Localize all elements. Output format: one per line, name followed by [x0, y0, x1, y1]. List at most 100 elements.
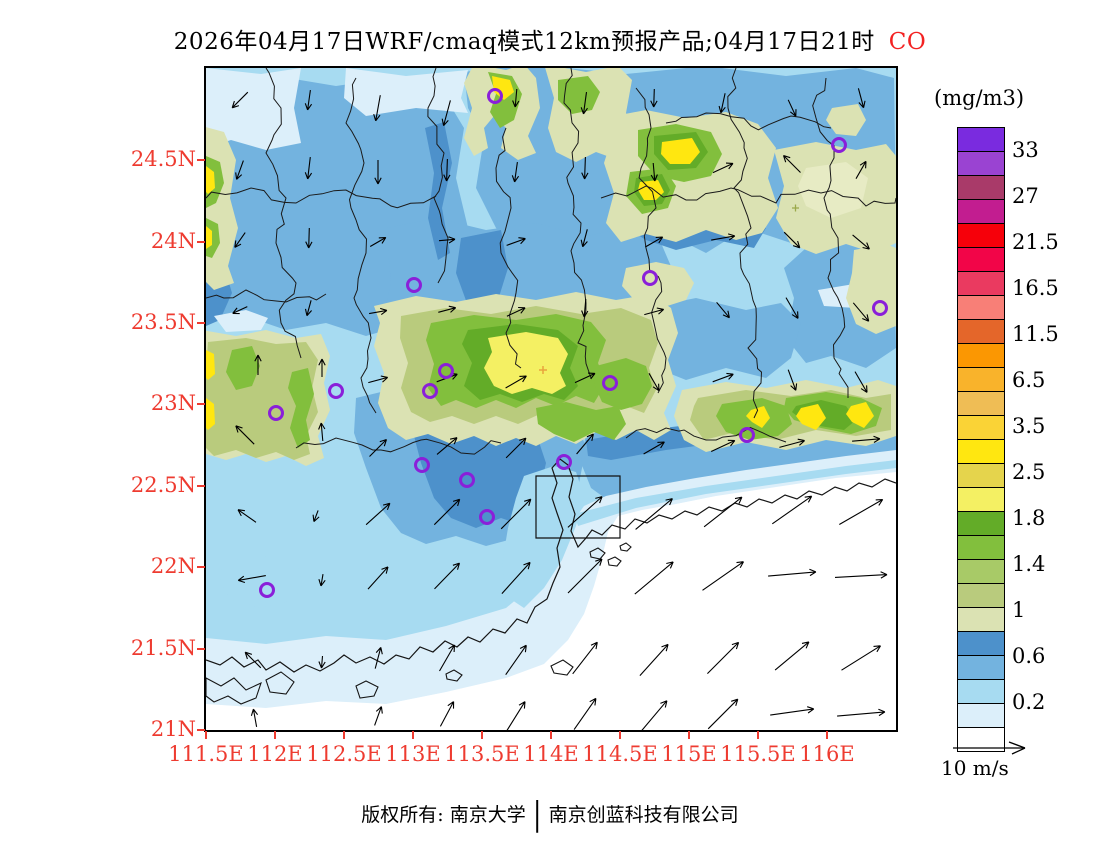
legend-value-27: 27	[1012, 184, 1039, 208]
wind-arrow-glyph	[433, 498, 461, 526]
wind-arrow-glyph	[434, 562, 461, 590]
station-marker	[328, 383, 344, 399]
legend-color-box	[958, 415, 1004, 439]
wind-arrow-glyph	[500, 498, 532, 530]
wind-arrow-glyph	[639, 643, 669, 676]
wind-arrow	[712, 162, 734, 174]
legend-color-box	[958, 367, 1004, 391]
green-core	[288, 368, 314, 448]
wind-arrow	[235, 425, 255, 445]
legend-color-box	[958, 679, 1004, 703]
wind-arrow-glyph	[318, 655, 326, 669]
wind-arrow	[505, 644, 527, 676]
wind-arrow	[318, 422, 326, 442]
wind-scale-arrow	[953, 741, 1026, 755]
lon-label-115E: 115E	[661, 742, 717, 766]
lon-label-116E: 116E	[799, 742, 855, 766]
legend-color-box	[958, 319, 1004, 343]
wind-arrow	[374, 647, 383, 669]
wind-arrow-glyph	[634, 561, 674, 595]
wind-arrow	[237, 509, 257, 523]
wind-arrow	[635, 498, 673, 530]
wind-arrow	[369, 307, 388, 316]
legend-color-box	[958, 511, 1004, 535]
olive-east-edge	[846, 244, 896, 334]
legend-color-box	[958, 175, 1004, 199]
wind-arrow	[855, 160, 867, 179]
wind-arrow-glyph	[441, 100, 451, 126]
province-boundary	[812, 77, 849, 398]
wind-arrow-glyph	[368, 375, 389, 384]
wind-arrow-glyph	[443, 158, 451, 182]
wind-arrow	[787, 369, 798, 391]
lon-label-113.5E: 113.5E	[444, 742, 520, 766]
wind-arrow	[712, 372, 734, 383]
yellow-core	[746, 406, 770, 428]
station-marker	[438, 363, 454, 379]
wind-arrow	[439, 701, 455, 727]
legend-color-box	[958, 631, 1004, 655]
wind-arrow	[703, 496, 743, 528]
lon-tick	[757, 731, 759, 739]
legend-color-box	[958, 703, 1004, 727]
wind-arrow-glyph	[574, 372, 596, 384]
wind-scale-label: 10 m/s	[941, 756, 1009, 780]
footer-separator: |	[533, 796, 541, 834]
wind-arrow-glyph	[505, 644, 527, 676]
wind-arrow	[369, 236, 387, 247]
wind-arrow-glyph	[855, 160, 867, 179]
lon-tick	[412, 731, 414, 739]
wind-arrow	[634, 561, 674, 595]
wind-arrow	[650, 88, 658, 108]
legend-color-box	[958, 439, 1004, 463]
station-marker	[406, 277, 422, 293]
province-boundary	[345, 77, 377, 414]
wind-arrow	[511, 162, 520, 183]
olive-sliver	[826, 104, 866, 136]
wind-arrow	[854, 371, 868, 393]
legend-color-box	[958, 583, 1004, 607]
legend-color-box	[958, 391, 1004, 415]
legend-value-1.4: 1.4	[1012, 552, 1046, 576]
wind-arrow-glyph	[707, 641, 740, 674]
station-marker	[642, 270, 658, 286]
wind-arrow-glyph	[580, 92, 588, 115]
wind-arrow	[318, 358, 326, 377]
wind-arrow	[318, 655, 326, 669]
green-core	[206, 156, 224, 208]
province-boundary	[563, 67, 592, 379]
wind-arrow-glyph	[373, 95, 381, 122]
legend-color-box	[958, 727, 1004, 751]
wind-arrow-glyph	[369, 438, 388, 457]
legend-color-box	[958, 655, 1004, 679]
wind-arrow-glyph	[640, 700, 668, 732]
wind-arrow-glyph	[650, 162, 658, 182]
footer-company: 南京创蓝科技有限公司	[548, 804, 739, 826]
lon-label-114E: 114E	[523, 742, 579, 766]
legend-color-box	[958, 223, 1004, 247]
wind-arrow-glyph	[837, 708, 886, 717]
wind-arrow-glyph	[438, 236, 456, 244]
wind-arrow-glyph	[572, 641, 598, 675]
legend-color-box	[958, 607, 1004, 631]
pale-yellow-core	[484, 332, 568, 394]
estuary-tongue	[502, 466, 584, 608]
wind-arrow-glyph	[567, 558, 603, 594]
lon-tick	[619, 731, 621, 739]
wind-arrow	[235, 160, 244, 180]
wind-arrow-glyph	[768, 568, 817, 577]
wind-arrow	[231, 91, 249, 109]
green-core	[558, 76, 600, 114]
wind-arrow	[852, 234, 870, 250]
wind-arrow	[702, 561, 744, 591]
legend-value-1: 1	[1012, 598, 1026, 622]
lon-tick	[205, 731, 207, 739]
lat-label-21N: 21N	[150, 717, 196, 741]
wind-arrow	[438, 305, 457, 313]
wind-arrow	[774, 641, 810, 671]
wind-arrow-glyph	[567, 496, 603, 528]
wind-arrow-glyph	[787, 369, 798, 391]
wind-arrow-glyph	[231, 91, 249, 109]
wind-arrow	[374, 160, 382, 185]
wind-arrow	[365, 502, 391, 526]
